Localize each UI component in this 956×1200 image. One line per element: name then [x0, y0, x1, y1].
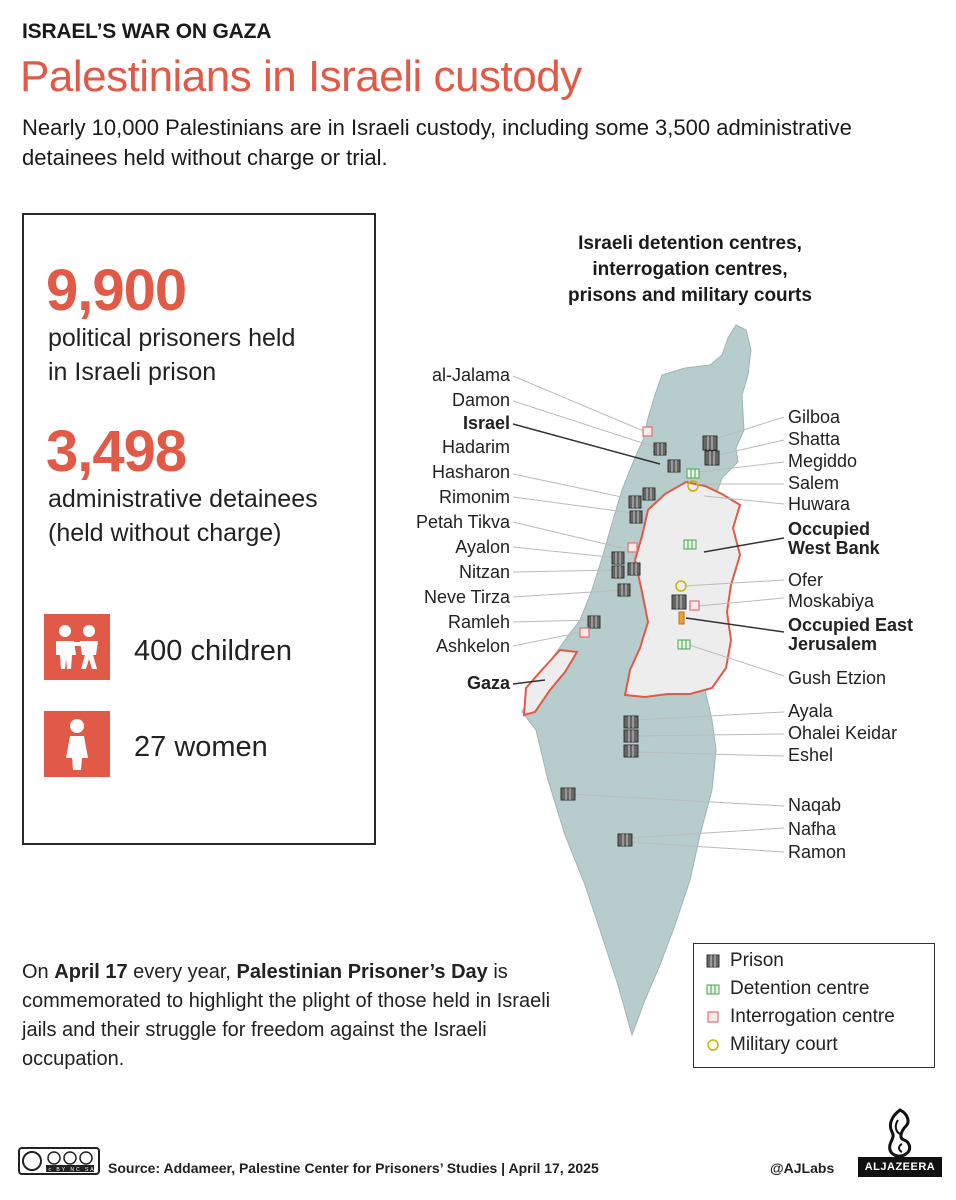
legend-detention: Detention centre — [706, 978, 869, 1000]
bold-leader-lines — [512, 423, 785, 685]
label-ayalon: Ayalon — [455, 537, 510, 557]
subtitle: Nearly 10,000 Palestinians are in Israel… — [22, 115, 852, 170]
label-damon: Damon — [451, 390, 510, 410]
note-part3: is commemorated to highlight the plight … — [22, 961, 551, 1070]
source-line: Source: Addameer, Palestine Center for P… — [108, 1160, 599, 1176]
label-ramon: Ramon — [788, 842, 847, 862]
label-nafha: Nafha — [788, 819, 837, 839]
label-al-jalama: al-Jalama — [431, 365, 510, 385]
kicker: ISRAEL’S WAR ON GAZA — [22, 20, 272, 43]
label-rimonim: Rimonim — [438, 487, 510, 507]
map-title-line3: prisons and military courts — [568, 285, 812, 306]
interrogation-icon — [707, 1011, 719, 1023]
label-petah-tikva: Petah Tikva — [415, 512, 510, 532]
label-occupied-east: Occupied East — [788, 615, 914, 635]
women-count: 27 women — [134, 731, 268, 763]
legend-detention-label: Detention centre — [730, 978, 870, 999]
map-title: Israeli detention centres, interrogation… — [520, 231, 860, 309]
prisoners-day-note: On April 17 every year, Palestinian Pris… — [22, 958, 562, 1074]
aljazeera-logo-icon — [888, 1108, 912, 1158]
jerusalem-marker — [678, 611, 685, 625]
prisoners-number: 9,900 — [46, 258, 187, 323]
legend-prison: Prison — [706, 950, 784, 972]
label-gaza: Gaza — [466, 673, 510, 693]
label-salem: Salem — [788, 473, 840, 493]
prisoners-line2: in Israeli prison — [48, 358, 217, 386]
note-part1: On — [22, 961, 55, 983]
label-jerusalem: Jerusalem — [788, 634, 878, 654]
cc-icon — [22, 1151, 94, 1172]
label-israel: Israel — [462, 413, 510, 433]
gaza-shape — [522, 648, 579, 717]
aljazeera-wordmark: ALJAZEERA — [858, 1157, 942, 1177]
detention-markers — [677, 468, 700, 650]
label-megiddo: Megiddo — [788, 451, 858, 471]
prisoners-line1: political prisoners held — [48, 324, 296, 352]
legend-court-label: Military court — [730, 1034, 838, 1055]
label-ohalei-keidar: Ohalei Keidar — [788, 723, 898, 743]
cc-text: cc BY NC SA — [44, 1167, 96, 1173]
legend-court: Military court — [706, 1034, 838, 1056]
west-bank-shape — [623, 480, 742, 699]
children-count: 400 children — [134, 635, 292, 667]
detention-icon — [706, 984, 720, 995]
label-nitzan: Nitzan — [458, 562, 510, 582]
legend: Prison Detention centre Interrogation ce… — [693, 943, 935, 1068]
label-naqab: Naqab — [788, 795, 842, 815]
label-shatta: Shatta — [788, 429, 841, 449]
label-occupied: Occupied — [788, 519, 871, 539]
legend-prison-label: Prison — [730, 950, 784, 971]
label-ofer: Ofer — [788, 570, 824, 590]
note-date: April 17 — [54, 961, 128, 983]
label-huwara: Huwara — [788, 494, 851, 514]
label-ayala: Ayala — [788, 701, 833, 721]
page-title: Palestinians in Israeli custody — [20, 52, 582, 101]
cc-license-badge: cc BY NC SA — [18, 1147, 100, 1175]
map-title-line1: Israeli detention centres, — [578, 233, 802, 254]
ajlabs-handle: @AJLabs — [770, 1160, 835, 1176]
label-west-bank: West Bank — [788, 538, 880, 558]
map-title-line2: interrogation centres, — [592, 259, 788, 280]
detainees-line2: (held without charge) — [48, 519, 282, 547]
label-neve-tirza: Neve Tirza — [423, 587, 510, 607]
label-gilboa: Gilboa — [788, 407, 841, 427]
note-day: Palestinian Prisoner’s Day — [236, 961, 488, 983]
label-eshel: Eshel — [788, 745, 834, 765]
prison-icon — [706, 954, 720, 968]
label-gush-etzion: Gush Etzion — [788, 668, 887, 688]
legend-interrogation-label: Interrogation centre — [730, 1006, 895, 1027]
detainees-number: 3,498 — [46, 419, 187, 484]
label-moskabiya: Moskabiya — [788, 591, 875, 611]
note-part2: every year, — [127, 961, 237, 983]
leader-lines — [512, 375, 785, 853]
detainees-line1: administrative detainees — [48, 485, 318, 513]
interrogation-markers — [579, 426, 700, 638]
label-ashkelon: Ashkelon — [435, 636, 510, 656]
label-hadarim: Hadarim — [441, 437, 510, 457]
legend-interrogation: Interrogation centre — [706, 1006, 895, 1028]
label-ramleh: Ramleh — [447, 612, 510, 632]
label-hasharon: Hasharon — [431, 462, 510, 482]
military-court-markers — [675, 480, 699, 592]
woman-icon — [44, 711, 110, 777]
military-court-icon — [707, 1039, 719, 1051]
stats-box: 9,900 political prisoners held in Israel… — [22, 213, 376, 845]
prison-markers — [560, 435, 720, 847]
children-icon — [44, 614, 110, 680]
